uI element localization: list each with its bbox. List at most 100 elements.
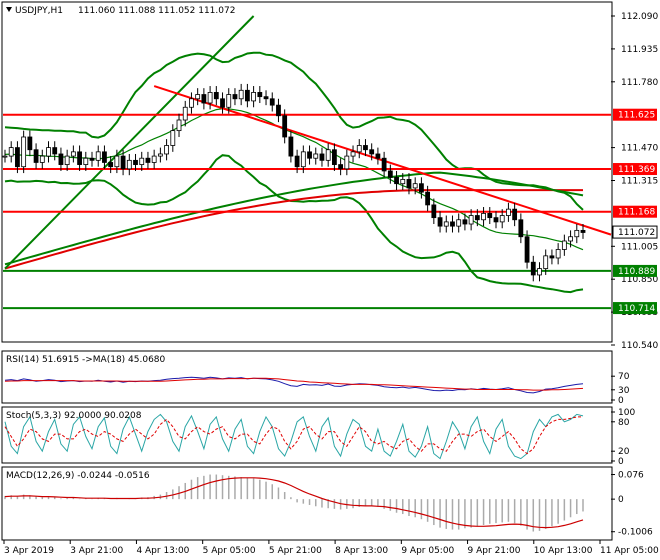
candle-body xyxy=(33,149,39,163)
current-price-badge xyxy=(612,225,658,239)
candle-body xyxy=(468,215,474,225)
price-tick-label: 110.540 xyxy=(621,341,658,351)
time-tick-label: 9 Apr 21:00 xyxy=(468,546,521,556)
macd-tick-label: -0.1006 xyxy=(618,528,653,538)
candle-body xyxy=(164,145,169,155)
level-badge xyxy=(613,163,657,176)
time-tick-label: 10 Apr 13:00 xyxy=(534,546,593,556)
candle-body xyxy=(213,92,219,100)
candle-body xyxy=(462,219,468,225)
candle-body xyxy=(419,183,424,193)
candle-body xyxy=(300,151,306,168)
level-label: 110.889 xyxy=(618,267,655,277)
candle-body xyxy=(27,136,33,151)
price-tick-label: 112.090 xyxy=(621,12,658,22)
rsi-ma-line xyxy=(4,377,584,391)
candle-body xyxy=(549,255,555,259)
candle-body xyxy=(244,89,250,102)
candle-body xyxy=(506,208,511,216)
level-label: 111.168 xyxy=(618,208,655,218)
candle-body xyxy=(195,94,201,100)
candle-body xyxy=(83,157,89,165)
candle-body xyxy=(238,89,244,100)
indicator-tick-label: 0 xyxy=(618,396,624,406)
candle-body xyxy=(77,151,82,165)
candle-body xyxy=(325,149,331,161)
price-tick-label: 110.850 xyxy=(621,275,658,285)
indicator-tick-label: 100 xyxy=(618,408,635,418)
candle-body xyxy=(2,155,8,158)
level-label: 111.625 xyxy=(618,111,655,121)
time-tick-label: 5 Apr 05:00 xyxy=(203,546,256,556)
candle-body xyxy=(530,261,536,276)
candle-body xyxy=(543,255,549,269)
indicator-tick-label: 70 xyxy=(618,372,630,382)
candle-body xyxy=(282,115,288,138)
candle-body xyxy=(157,153,163,157)
candle-body xyxy=(39,155,45,163)
candle-body xyxy=(201,94,207,104)
level-badge xyxy=(613,205,657,218)
candle-body xyxy=(437,217,443,227)
bollinger-lower xyxy=(4,154,584,294)
candle-body xyxy=(70,151,76,157)
stoch-d-line xyxy=(4,416,583,455)
candle-body xyxy=(400,179,406,185)
candle-body xyxy=(170,130,176,146)
candle-body xyxy=(207,92,213,104)
candle-body xyxy=(126,159,132,170)
price-tick-label: 111.935 xyxy=(621,45,658,55)
rsi-label: RSI(14) 51.6915 xyxy=(6,355,79,365)
candle-body xyxy=(232,94,238,100)
candle-body xyxy=(58,153,64,165)
bollinger-middle xyxy=(4,108,584,251)
candle-body xyxy=(425,191,431,206)
candle-body xyxy=(269,98,275,106)
candle-body xyxy=(288,136,294,157)
macd-signal-line xyxy=(4,477,584,529)
candle-body xyxy=(120,155,126,170)
candle-body xyxy=(8,147,14,157)
price-tick-label: 111.315 xyxy=(621,177,658,187)
indicator-tick-label: 80 xyxy=(618,418,630,428)
candle-body xyxy=(394,176,399,185)
candle-body xyxy=(450,221,455,227)
candle-body xyxy=(412,183,418,189)
macd-tick-label: 0 xyxy=(618,495,624,505)
time-tick-label: 5 Apr 21:00 xyxy=(269,546,322,556)
candle-body xyxy=(555,249,561,259)
candle-body xyxy=(145,157,151,163)
indicator-tick-label: 20 xyxy=(618,447,630,457)
level-label: 110.714 xyxy=(618,304,655,314)
candle-body xyxy=(561,240,567,250)
candle-body xyxy=(294,155,300,168)
candle-body xyxy=(307,151,312,159)
candle-body xyxy=(344,155,350,170)
candle-body xyxy=(108,162,114,168)
stoch-k-line xyxy=(4,413,584,460)
rsi-ma-label: ->MA(18) 45.0680 xyxy=(82,355,166,365)
candle-body xyxy=(375,153,381,159)
dropdown-triangle-icon[interactable] xyxy=(6,7,12,12)
candle-body xyxy=(226,94,232,108)
price-plot xyxy=(2,15,612,310)
candle-body xyxy=(151,155,157,163)
candle-body xyxy=(331,149,337,165)
candle-body xyxy=(89,157,95,161)
candle-body xyxy=(176,119,182,132)
candle-body xyxy=(114,155,120,168)
candle-body xyxy=(537,268,542,276)
candle-body xyxy=(263,96,269,100)
level-badge xyxy=(613,302,657,315)
rsi-plot xyxy=(4,376,584,394)
macd-plot xyxy=(4,474,584,532)
price-tick-label: 111.470 xyxy=(621,144,658,154)
macd-label: MACD(12,26,9) -0.0244 -0.0516 xyxy=(6,471,150,481)
candle-body xyxy=(381,157,387,172)
current-price-label: 111.072 xyxy=(618,228,655,238)
bollinger-upper xyxy=(4,51,584,211)
macd-panel xyxy=(1,466,613,541)
stoch-panel xyxy=(1,406,613,464)
candle-body xyxy=(15,147,20,168)
